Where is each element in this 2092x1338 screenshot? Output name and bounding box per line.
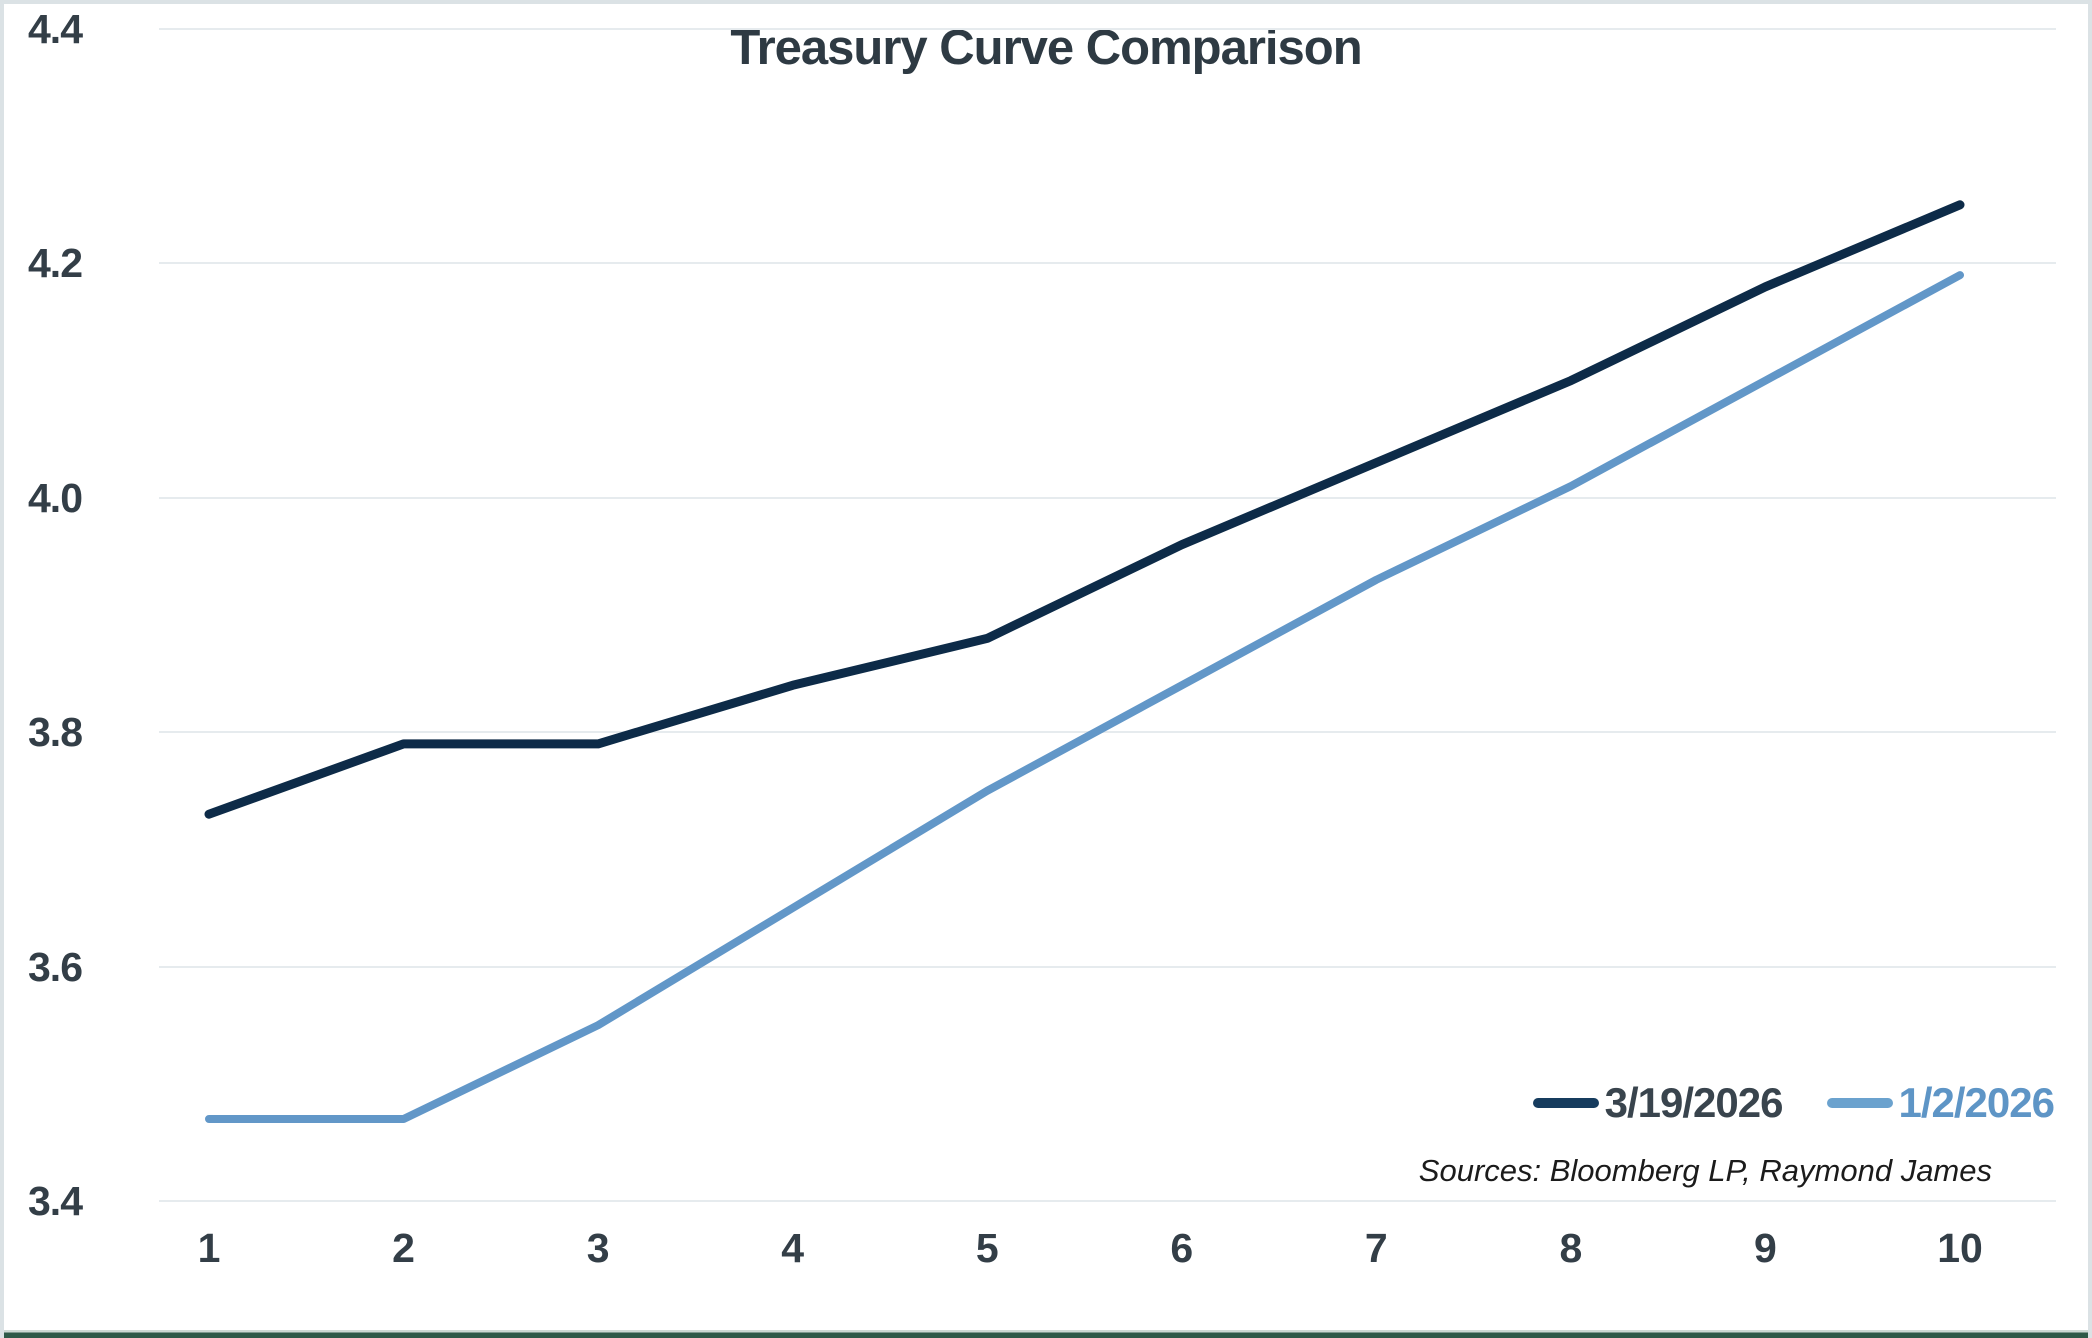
y-tick-label-3.4: 3.4 bbox=[28, 1178, 83, 1224]
x-tick-label-8: 8 bbox=[1559, 1225, 1583, 1271]
legend-line-swatch bbox=[1826, 1098, 1893, 1108]
y-tick-label-3.8: 3.8 bbox=[28, 709, 83, 756]
bottom-accent-bar bbox=[4, 1330, 2088, 1338]
y-tick-label-4.2: 4.2 bbox=[28, 240, 83, 287]
plot-lines bbox=[204, 200, 1965, 1123]
x-tick-label-1: 1 bbox=[197, 1225, 221, 1271]
gridline-4.4 bbox=[159, 28, 2056, 30]
series-line-3-19-2026 bbox=[204, 200, 1965, 819]
y-tick-label-4.0: 4.0 bbox=[28, 474, 83, 521]
chart-title: Treasury Curve Comparison bbox=[730, 21, 1362, 75]
x-tick-label-2: 2 bbox=[392, 1225, 415, 1271]
chart-legend: 3/19/2026 1/2/2026 bbox=[1532, 1079, 2055, 1126]
y-tick-label-3.6: 3.6 bbox=[28, 943, 83, 990]
x-tick-label-4: 4 bbox=[781, 1225, 805, 1271]
series-line-1-2-2026 bbox=[205, 271, 1964, 1123]
legend-item-3-19-2026: 3/19/2026 bbox=[1532, 1079, 1784, 1126]
gridline-3.4 bbox=[159, 1200, 2056, 1202]
gridline-4.0 bbox=[159, 496, 2056, 499]
x-tick-label-9: 9 bbox=[1754, 1225, 1777, 1271]
legend-line-swatch bbox=[1532, 1098, 1599, 1108]
legend-item-1-2-2026: 1/2/2026 bbox=[1826, 1079, 2055, 1126]
gridline-3.8 bbox=[159, 731, 2056, 734]
gridline-4.2 bbox=[159, 262, 2056, 265]
gridline-3.6 bbox=[159, 965, 2056, 968]
x-tick-label-5: 5 bbox=[975, 1225, 999, 1271]
y-tick-label-4.4: 4.4 bbox=[28, 6, 83, 52]
x-tick-label-6: 6 bbox=[1170, 1225, 1194, 1271]
x-tick-label-10: 10 bbox=[1937, 1225, 1983, 1271]
legend-label: 1/2/2026 bbox=[1898, 1079, 2055, 1126]
source-note: Sources: Bloomberg LP, Raymond James bbox=[1418, 1153, 1992, 1188]
x-tick-label-7: 7 bbox=[1364, 1225, 1388, 1271]
x-tick-label-3: 3 bbox=[586, 1225, 610, 1271]
legend-label: 3/19/2026 bbox=[1604, 1079, 1784, 1126]
